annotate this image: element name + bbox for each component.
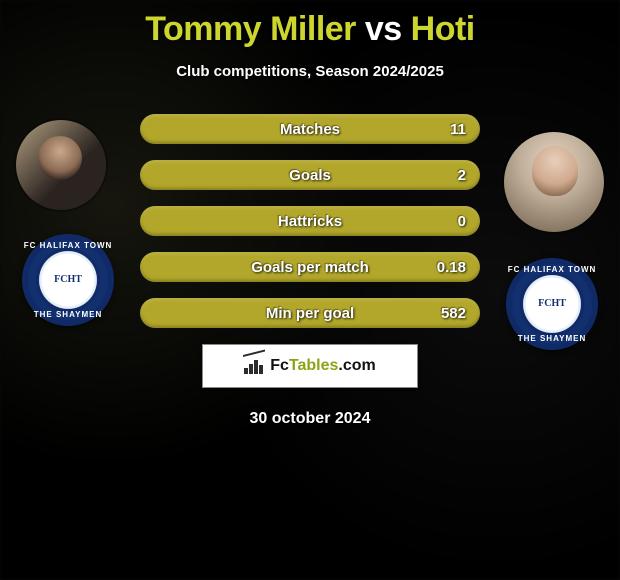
stat-value: 11 bbox=[450, 114, 466, 144]
stat-label: Matches bbox=[140, 114, 480, 144]
stat-row: Goals per match 0.18 bbox=[140, 252, 480, 282]
player-right-avatar bbox=[504, 132, 604, 232]
stat-row: Matches 11 bbox=[140, 114, 480, 144]
date-text: 30 october 2024 bbox=[0, 410, 620, 428]
chart-icon bbox=[244, 358, 264, 374]
stat-label: Hattricks bbox=[140, 206, 480, 236]
stat-label: Goals bbox=[140, 160, 480, 190]
stat-row: Goals 2 bbox=[140, 160, 480, 190]
badge-text-top: FC HALIFAX TOWN bbox=[506, 265, 598, 274]
club-badge-right: FC HALIFAX TOWN FCHT THE SHAYMEN bbox=[506, 258, 598, 350]
badge-text-top: FC HALIFAX TOWN bbox=[22, 241, 114, 250]
brand-box[interactable]: FcTables.com bbox=[202, 344, 418, 388]
stat-value: 0.18 bbox=[437, 252, 466, 282]
badge-monogram: FCHT bbox=[538, 299, 566, 310]
stat-label: Goals per match bbox=[140, 252, 480, 282]
player-right-name: Hoti bbox=[411, 10, 475, 48]
subtitle: Club competitions, Season 2024/2025 bbox=[0, 63, 620, 80]
stat-value: 2 bbox=[458, 160, 466, 190]
stat-row: Hattricks 0 bbox=[140, 206, 480, 236]
badge-text-bottom: THE SHAYMEN bbox=[506, 334, 598, 343]
stat-row: Min per goal 582 bbox=[140, 298, 480, 328]
stats-area: FC HALIFAX TOWN FCHT THE SHAYMEN FC HALI… bbox=[0, 114, 620, 328]
player-left-name: Tommy Miller bbox=[145, 10, 356, 48]
brand-text: FcTables.com bbox=[270, 357, 376, 375]
club-badge-left: FC HALIFAX TOWN FCHT THE SHAYMEN bbox=[22, 234, 114, 326]
stat-value: 582 bbox=[441, 298, 466, 328]
brand-part-c: .com bbox=[338, 357, 375, 374]
brand-part-a: Fc bbox=[270, 357, 289, 374]
badge-text-bottom: THE SHAYMEN bbox=[22, 310, 114, 319]
title-separator: vs bbox=[365, 10, 402, 48]
stat-value: 0 bbox=[458, 206, 466, 236]
badge-monogram: FCHT bbox=[54, 275, 82, 286]
page-title: Tommy Miller vs Hoti bbox=[0, 10, 620, 49]
brand-part-b: Tables bbox=[289, 357, 339, 374]
player-left-avatar bbox=[16, 120, 106, 210]
stat-label: Min per goal bbox=[140, 298, 480, 328]
